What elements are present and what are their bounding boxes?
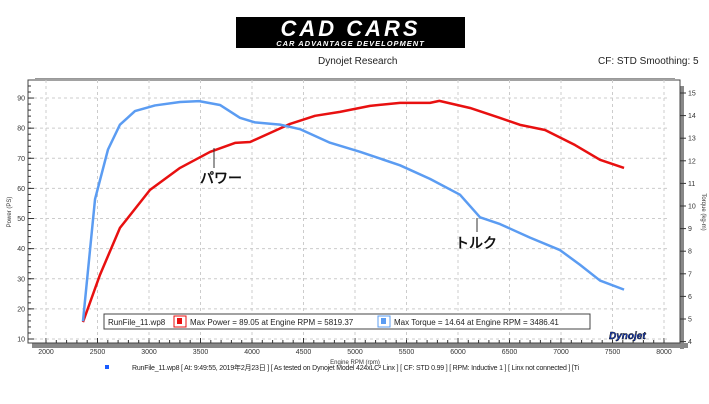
header-right: CF: STD Smoothing: 5 <box>598 56 699 67</box>
y-tick-label: 90 <box>17 96 25 103</box>
x-tick-label: 2500 <box>90 349 106 356</box>
x-tick-label: 3000 <box>141 349 157 356</box>
header-center: Dynojet Research <box>318 56 398 67</box>
legend-box <box>103 313 591 330</box>
y2-tick-label: 13 <box>688 136 696 143</box>
y2-tick-label: 4 <box>688 339 692 346</box>
y2-tick-label: 5 <box>688 317 692 324</box>
x-tick-label: 4500 <box>296 349 312 356</box>
y-tick-label: 50 <box>17 216 25 223</box>
legend-torque: Max Torque = 14.64 at Engine RPM = 3486.… <box>394 318 559 327</box>
y2-tick-label: 14 <box>688 113 696 120</box>
x-tick-label: 2000 <box>38 349 54 356</box>
footer-runinfo: RunFile_11.wp8 [ At: 9:49:55, 2019年2月23日… <box>132 365 579 372</box>
plot-area <box>27 79 681 344</box>
y-tick-label: 70 <box>17 156 25 163</box>
x-tick-label: 3500 <box>193 349 209 356</box>
y2-axis-label: Torque (kg-m) <box>700 193 706 230</box>
cad-cars-logo: CAD CARS CAR ADVANTAGE DEVELOPMENT <box>236 17 465 48</box>
x-tick-label: 8000 <box>656 349 672 356</box>
legend-file: RunFile_11.wp8 <box>108 318 166 327</box>
x-tick-label: 7500 <box>605 349 621 356</box>
legend-power-marker <box>177 318 182 324</box>
legend-power: Max Power = 89.05 at Engine RPM = 5819.3… <box>190 318 354 327</box>
footer-marker <box>105 365 109 369</box>
y-tick-label: 80 <box>17 126 25 133</box>
logo-title: CAD CARS <box>280 16 421 41</box>
y2-tick-label: 12 <box>688 158 696 165</box>
torque-curve <box>81 99 625 322</box>
x-tick-label: 6000 <box>450 349 466 356</box>
axis-shadow-bottom <box>32 343 688 348</box>
header-divider <box>35 78 675 79</box>
y-tick-label: 40 <box>17 246 25 253</box>
y2-tick-label: 7 <box>688 271 692 278</box>
power-annotation: パワー <box>200 170 242 186</box>
x-tick-label: 5500 <box>399 349 415 356</box>
y-axis-label: Power (PS) <box>7 197 13 228</box>
x-tick-label: 6500 <box>502 349 518 356</box>
power-curve <box>81 99 625 323</box>
torque-annotation: トルク <box>455 235 497 251</box>
y2-tick-label: 10 <box>688 204 696 211</box>
y-tick-label: 10 <box>17 337 25 344</box>
axis-shadow-right <box>680 86 684 349</box>
x-tick-label: 5000 <box>347 349 363 356</box>
x-axis-label: Engine RPM (rpm) <box>330 360 380 366</box>
y2-tick-label: 6 <box>688 294 692 301</box>
dynojet-logo: Dynojet <box>609 331 646 342</box>
y-tick-label: 30 <box>17 276 25 283</box>
y2-tick-label: 15 <box>688 91 696 98</box>
y2-tick-label: 9 <box>688 226 692 233</box>
logo-subtitle: CAR ADVANTAGE DEVELOPMENT <box>276 39 425 48</box>
y2-tick-label: 8 <box>688 249 692 256</box>
x-tick-label: 4000 <box>244 349 260 356</box>
y-tick-label: 20 <box>17 306 25 313</box>
y2-tick-label: 11 <box>688 181 695 188</box>
legend-torque-marker <box>381 318 386 324</box>
x-tick-label: 7000 <box>553 349 569 356</box>
y-tick-label: 60 <box>17 186 25 193</box>
